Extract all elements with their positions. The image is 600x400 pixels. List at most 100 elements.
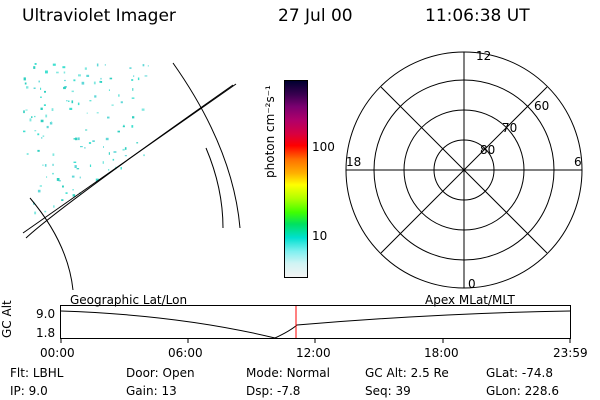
emission-speckle <box>58 180 61 182</box>
emission-speckle <box>73 138 76 140</box>
emission-speckle <box>124 147 127 150</box>
emission-speckle <box>122 125 125 128</box>
emission-speckle <box>34 130 37 132</box>
emission-speckle <box>49 122 53 125</box>
emission-speckle <box>89 100 92 102</box>
mlt-line-diag-2 <box>380 86 548 254</box>
glon-readout: GLon: 228.6 <box>486 384 559 398</box>
emission-speckle <box>86 112 88 114</box>
emission-speckle <box>40 119 44 123</box>
emission-speckle <box>63 71 66 74</box>
emission-speckle <box>46 125 49 129</box>
emission-speckle <box>51 108 54 111</box>
emission-speckle <box>143 154 145 157</box>
lat-grid-line-2 <box>22 83 237 234</box>
emission-speckle <box>25 109 28 111</box>
emission-speckle <box>52 153 55 156</box>
emission-speckle <box>73 79 76 82</box>
emission-speckle <box>34 115 36 118</box>
mode-readout: Mode: Normal <box>246 366 330 380</box>
emission-speckle <box>141 108 145 111</box>
timeline-plot <box>60 305 571 343</box>
emission-speckle <box>96 63 99 67</box>
x-tick-label-3: 18:00 <box>424 346 459 360</box>
emission-speckle <box>107 116 110 119</box>
emission-speckles <box>23 63 149 215</box>
emission-speckle <box>112 158 115 161</box>
emission-speckle <box>76 168 80 170</box>
lat-label-80: 80 <box>480 143 495 157</box>
emission-speckle <box>86 74 90 77</box>
lon-grid-line-3 <box>205 147 224 229</box>
emission-speckle <box>94 95 97 98</box>
emission-speckle <box>43 104 46 106</box>
emission-speckle <box>38 80 40 83</box>
emission-speckle <box>72 189 74 191</box>
emission-speckle <box>39 185 42 187</box>
emission-speckle <box>132 116 135 119</box>
emission-speckle <box>23 77 26 81</box>
emission-speckle <box>71 100 74 104</box>
colorbar <box>284 80 308 278</box>
emission-speckle <box>77 102 80 106</box>
mlt-label-18: 18 <box>346 155 361 169</box>
emission-speckle <box>100 77 102 80</box>
emission-speckle <box>131 97 135 99</box>
emission-speckle <box>95 178 99 182</box>
emission-speckle <box>37 149 40 152</box>
emission-speckle <box>131 79 134 81</box>
emission-speckle <box>34 63 37 65</box>
gcalt-readout: GC Alt: 2.5 Re <box>365 366 449 380</box>
emission-speckle <box>71 90 74 93</box>
emission-speckle <box>147 65 149 67</box>
instrument-title: Ultraviolet Imager <box>22 6 176 26</box>
emission-speckle <box>53 205 55 208</box>
emission-speckle <box>33 87 36 89</box>
ip-readout: IP: 9.0 <box>10 384 48 398</box>
emission-speckle <box>65 192 68 194</box>
polar-plot: 12 0 18 6 80 70 60 <box>345 49 583 291</box>
mlt-label-12: 12 <box>476 49 491 63</box>
emission-speckle <box>40 107 43 110</box>
timeline-y-axis-label: GC Alt <box>0 300 14 338</box>
emission-speckle <box>37 189 41 193</box>
emission-speckle <box>104 64 106 66</box>
emission-speckle <box>113 151 117 153</box>
emission-speckle <box>118 94 120 97</box>
emission-speckle <box>109 77 113 80</box>
emission-speckle <box>40 96 42 98</box>
emission-speckle <box>64 86 67 88</box>
dsp-value: -7.8 <box>276 384 301 398</box>
emission-speckle <box>99 80 101 83</box>
emission-speckle <box>129 67 132 69</box>
emission-speckle <box>66 100 68 102</box>
emission-speckle <box>133 75 135 77</box>
colorbar-tick-10: 10 <box>312 229 328 243</box>
timeline-y-top: 9.0 <box>36 307 56 321</box>
emission-speckle <box>69 107 73 110</box>
emission-speckle <box>93 81 96 85</box>
emission-speckle <box>34 211 37 215</box>
emission-speckle <box>45 70 48 74</box>
emission-speckle <box>74 165 77 168</box>
emission-speckle <box>79 176 81 179</box>
emission-speckle <box>105 137 109 141</box>
observation-date: 27 Jul 00 <box>278 6 353 26</box>
mlt-label-0: 0 <box>468 277 476 291</box>
filter-readout: Flt: LBHL <box>10 366 64 380</box>
emission-speckle <box>108 89 110 91</box>
timeline-left-title: Geographic Lat/Lon <box>70 293 188 307</box>
x-tick-label-4: 23:59 <box>553 346 588 360</box>
emission-speckle <box>144 75 148 77</box>
mlt-label-6: 6 <box>574 155 582 169</box>
filter-value: LBHL <box>32 366 64 380</box>
colorbar-unit-label: photon cm⁻²s⁻¹ <box>263 85 277 178</box>
seq-readout: Seq: 39 <box>365 384 411 398</box>
emission-speckle <box>44 210 47 213</box>
emission-speckle <box>23 130 26 133</box>
lon-grid-line <box>172 62 241 229</box>
x-tick-label-0: 00:00 <box>40 346 75 360</box>
colorbar-tick-100: 100 <box>312 140 335 154</box>
mode-value: Normal <box>286 366 330 380</box>
emission-speckle <box>132 88 134 91</box>
